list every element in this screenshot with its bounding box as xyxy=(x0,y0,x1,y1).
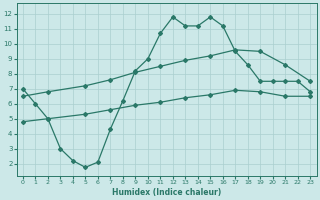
X-axis label: Humidex (Indice chaleur): Humidex (Indice chaleur) xyxy=(112,188,221,197)
